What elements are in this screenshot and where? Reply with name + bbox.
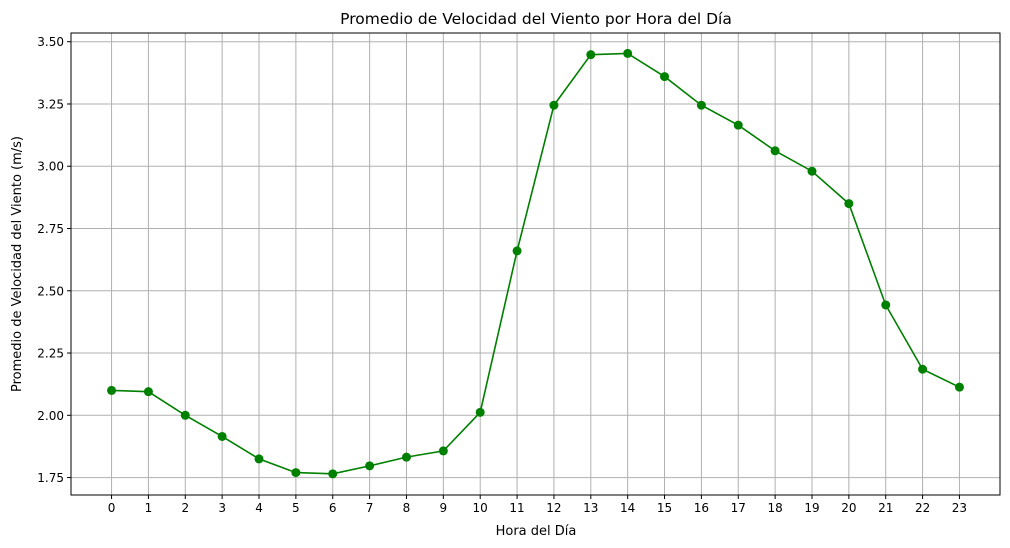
x-tick-label: 22 xyxy=(915,501,930,515)
data-point xyxy=(328,469,338,479)
x-tick-label: 17 xyxy=(731,501,746,515)
data-point xyxy=(844,199,854,209)
chart-title: Promedio de Velocidad del Viento por Hor… xyxy=(340,10,732,28)
data-point xyxy=(217,431,227,441)
x-tick-label: 23 xyxy=(952,501,967,515)
x-tick-label: 1 xyxy=(145,501,153,515)
data-point xyxy=(954,382,964,392)
data-point xyxy=(143,387,153,397)
data-point xyxy=(475,407,485,417)
data-point xyxy=(291,468,301,478)
data-point xyxy=(623,48,633,58)
x-tick-label: 10 xyxy=(473,501,488,515)
data-point xyxy=(807,166,817,176)
x-tick-label: 5 xyxy=(292,501,300,515)
series-line xyxy=(111,52,960,475)
x-tick-label: 19 xyxy=(804,501,819,515)
data-point xyxy=(254,454,264,464)
data-point xyxy=(660,72,670,82)
data-point xyxy=(549,100,559,110)
series-layer xyxy=(107,48,964,479)
x-tick-label: 15 xyxy=(657,501,672,515)
data-point xyxy=(401,452,411,462)
x-tick-label: 11 xyxy=(509,501,524,515)
data-point xyxy=(918,364,928,374)
x-tick-label: 8 xyxy=(403,501,411,515)
x-tick-label: 3 xyxy=(218,501,226,515)
y-tick-label: 3.00 xyxy=(37,160,64,174)
x-tick-label: 2 xyxy=(181,501,189,515)
x-tick-label: 14 xyxy=(620,501,635,515)
x-tick-label: 6 xyxy=(329,501,337,515)
y-tick-label: 2.50 xyxy=(37,284,64,298)
y-tick-label: 2.00 xyxy=(37,409,64,423)
x-tick-label: 20 xyxy=(841,501,856,515)
x-tick-label: 12 xyxy=(546,501,561,515)
data-point xyxy=(438,446,448,456)
x-tick-label: 16 xyxy=(694,501,709,515)
x-tick-label: 21 xyxy=(878,501,893,515)
data-point xyxy=(512,246,522,256)
grid xyxy=(71,33,1000,495)
x-tick-label: 18 xyxy=(767,501,782,515)
data-point xyxy=(881,300,891,310)
y-axis-title: Promedio de Velocidad del Viento (m/s) xyxy=(10,136,25,392)
axis-ticks: 0 1 2 3 4 5 6 7 8 9 10 11 12 13 14 15 16 17 18 19 20 21 22 231.… xyxy=(37,35,967,515)
x-tick-label: 7 xyxy=(366,501,374,515)
y-tick-label: 2.75 xyxy=(37,222,64,236)
data-point xyxy=(770,146,780,156)
data-point xyxy=(733,120,743,130)
y-tick-label: 3.25 xyxy=(37,97,64,111)
x-tick-label: 4 xyxy=(255,501,263,515)
x-tick-label: 9 xyxy=(440,501,448,515)
data-point xyxy=(107,385,117,395)
data-point xyxy=(696,100,706,110)
data-point xyxy=(586,50,596,60)
plot-frame xyxy=(70,32,1001,496)
y-tick-label: 1.75 xyxy=(37,471,64,485)
x-axis-title: Hora del Día xyxy=(496,524,577,539)
y-tick-label: 3.50 xyxy=(37,35,64,49)
data-point xyxy=(365,461,375,471)
y-tick-label: 2.25 xyxy=(37,347,64,361)
data-point xyxy=(180,410,190,420)
x-tick-label: 0 xyxy=(108,501,116,515)
x-tick-label: 13 xyxy=(583,501,598,515)
